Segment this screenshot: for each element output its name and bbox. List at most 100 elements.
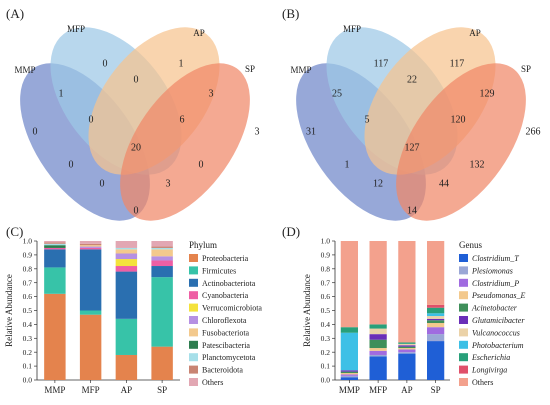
venn-set-label-mfp: MFP <box>343 24 361 34</box>
legend-label-acinetobacter: Acinetobacter <box>471 304 518 313</box>
legend-label-pseudomonas-e: Pseudomonas_E <box>471 291 525 300</box>
venn-count-mmp-sp: 0 <box>134 206 139 217</box>
bar-segment-ap-clostridium-p <box>398 349 416 353</box>
bar-segment-mfp-clostridium-t <box>369 356 387 380</box>
bar-segment-mfp-others <box>369 241 387 325</box>
venn-count-ap: 117 <box>450 59 465 70</box>
venn-count-mmp-ap: 1 <box>345 160 350 171</box>
bar-segment-sp-vulcanococcus <box>427 316 445 319</box>
bar-segment-sp-pseudomonas-e <box>427 323 445 328</box>
legend-label-chloroflexota: Chloroflexota <box>202 316 247 325</box>
bar-segment-mmp-cyanobacteria <box>44 247 66 250</box>
venn-count-mfp-ap-sp: 120 <box>451 115 466 126</box>
bar-segment-mfp-proteobacteria <box>79 314 102 380</box>
venn-count-ap-sp: 3 <box>209 89 214 100</box>
bar-segment-mmp-actinobacteriota <box>44 249 66 268</box>
legend-label-cyanobacteria: Cyanobacteria <box>202 291 249 300</box>
venn-ellipse-sp <box>120 63 250 221</box>
legend-label-planctomycetota: Planctomycetota <box>202 353 256 362</box>
bar-segment-sp-actinobacteriota <box>151 266 173 278</box>
venn-ellipse-sp <box>396 63 526 221</box>
bar-segment-mmp-planctomycetota <box>44 243 66 246</box>
legend-swatch-vulcanococcus <box>459 328 468 337</box>
legend-swatch-actinobacteriota <box>189 278 198 287</box>
legend-label-proteobacteria: Proteobacteria <box>202 254 249 263</box>
bar-segment-mmp-clostridium-t <box>340 377 358 380</box>
y-tick-label: 0.9 <box>23 251 33 260</box>
bar-segment-mmp-firmicutes <box>44 267 66 294</box>
y-tick-label: 0.8 <box>23 264 33 273</box>
venn-count-mmp-mfp-sp: 44 <box>439 179 449 190</box>
bar-segment-sp-plesiomonas <box>427 334 445 342</box>
y-tick-label: 0.5 <box>23 306 33 315</box>
venn-count-mfp-sp: 0 <box>199 160 204 171</box>
x-tick-label-ap: AP <box>121 385 133 395</box>
y-tick-label: 0.2 <box>321 348 331 357</box>
x-tick-label-ap: AP <box>401 385 413 395</box>
y-axis-title: Relative Abundance <box>4 274 14 347</box>
panel-label-d: (D) <box>282 224 300 239</box>
legend-swatch-escherichia <box>459 353 468 362</box>
legend-label-escherichia: Escherichia <box>471 353 510 362</box>
bar-segment-ap-escherichia <box>398 342 416 344</box>
bar-segment-sp-photobacterium <box>427 313 445 317</box>
venn-count-sp: 266 <box>526 127 541 138</box>
venn-set-label-ap: AP <box>469 28 481 38</box>
venn-count-mmp-mfp-ap-sp: 127 <box>405 143 420 154</box>
bar-segment-mfp-clostridium-p <box>369 350 387 355</box>
bar-segment-mmp-others <box>340 241 358 328</box>
stacked-bar-chart-c: 0.0 0.1 0.2 0.3 0.4 0.5 0.6 0.7 0.8 0.9 1.0 Relativ… <box>4 237 262 395</box>
legend-swatch-plesiomonas <box>459 266 468 275</box>
legend-label-bacteroidota: Bacteroidota <box>202 366 243 375</box>
y-tick-label: 0.4 <box>23 320 33 329</box>
bar-segment-mfp-plesiomonas <box>369 354 387 357</box>
venn-ellipse-mmp <box>20 63 150 221</box>
bar-segment-mfp-cyanobacteria <box>79 247 102 250</box>
legend-label-longivirga: Longivirga <box>471 366 507 375</box>
bar-segment-mfp-chloroflexota <box>79 246 102 248</box>
legend-swatch-patescibacteria <box>189 340 198 349</box>
venn-count-mmp-mfp-ap-sp: 20 <box>131 143 141 154</box>
bar-segment-ap-proteobacteria <box>115 354 138 380</box>
venn-count-mmp-mfp-sp: 3 <box>166 179 171 190</box>
y-tick-label: 0.4 <box>321 320 331 329</box>
legend-label-actinobacteriota: Actinobacteriota <box>202 279 256 288</box>
bar-segment-sp-others <box>427 241 445 305</box>
legend-swatch-pseudomonas-e <box>459 291 468 300</box>
panel-label-c: (C) <box>6 224 23 239</box>
legend-label-others: Others <box>472 378 493 387</box>
y-tick-label: 0.2 <box>23 348 33 357</box>
x-tick-label-mmp: MMP <box>44 385 65 395</box>
bar-segment-sp-escherichia <box>427 307 445 314</box>
venn-count-mmp-ap-sp: 12 <box>373 179 383 190</box>
bar-segment-mfp-vulcanococcus <box>369 328 387 335</box>
venn-count-mmp-mfp-ap: 0 <box>89 115 94 126</box>
legend-swatch-others <box>189 378 198 386</box>
y-tick-label: 0.0 <box>321 376 331 385</box>
legend-swatch-photobacterium <box>459 340 468 349</box>
venn-count-mmp-ap: 0 <box>69 160 74 171</box>
legend-label-vulcanococcus: Vulcanococcus <box>472 328 520 337</box>
y-tick-label: 0.6 <box>321 292 331 301</box>
legend-label-photobacterium: Photobacterium <box>471 341 524 350</box>
panel-label-a: (A) <box>6 6 24 21</box>
bar-segment-ap-plesiomonas <box>398 352 416 354</box>
x-tick-label-sp: SP <box>157 385 167 395</box>
legend-label-others: Others <box>202 378 223 387</box>
venn-diagram-b: MMP MFP AP SP 31 117 117 266 25 22 129 5 120 127 1 132 4… <box>290 24 541 221</box>
venn-set-label-mfp: MFP <box>67 24 85 34</box>
y-tick-label: 1.0 <box>321 237 331 246</box>
legend-swatch-clostridium-p <box>459 278 468 287</box>
venn-set-label-sp: SP <box>245 64 255 74</box>
bar-segment-sp-others <box>151 241 173 247</box>
bar-segment-sp-planctomycetota <box>151 247 173 250</box>
bar-segment-ap-others <box>398 241 416 343</box>
venn-count-mfp-ap: 22 <box>407 75 417 86</box>
bar-segment-ap-acinetobacter <box>398 346 416 349</box>
bar-segment-ap-firmicutes <box>115 318 138 355</box>
bar-segment-mfp-fusobacteriota <box>79 245 102 247</box>
bar-segment-mmp-plesiomonas <box>340 375 358 378</box>
legend-swatch-acinetobacter <box>459 303 468 312</box>
bar-segment-mfp-firmicutes <box>79 310 102 315</box>
